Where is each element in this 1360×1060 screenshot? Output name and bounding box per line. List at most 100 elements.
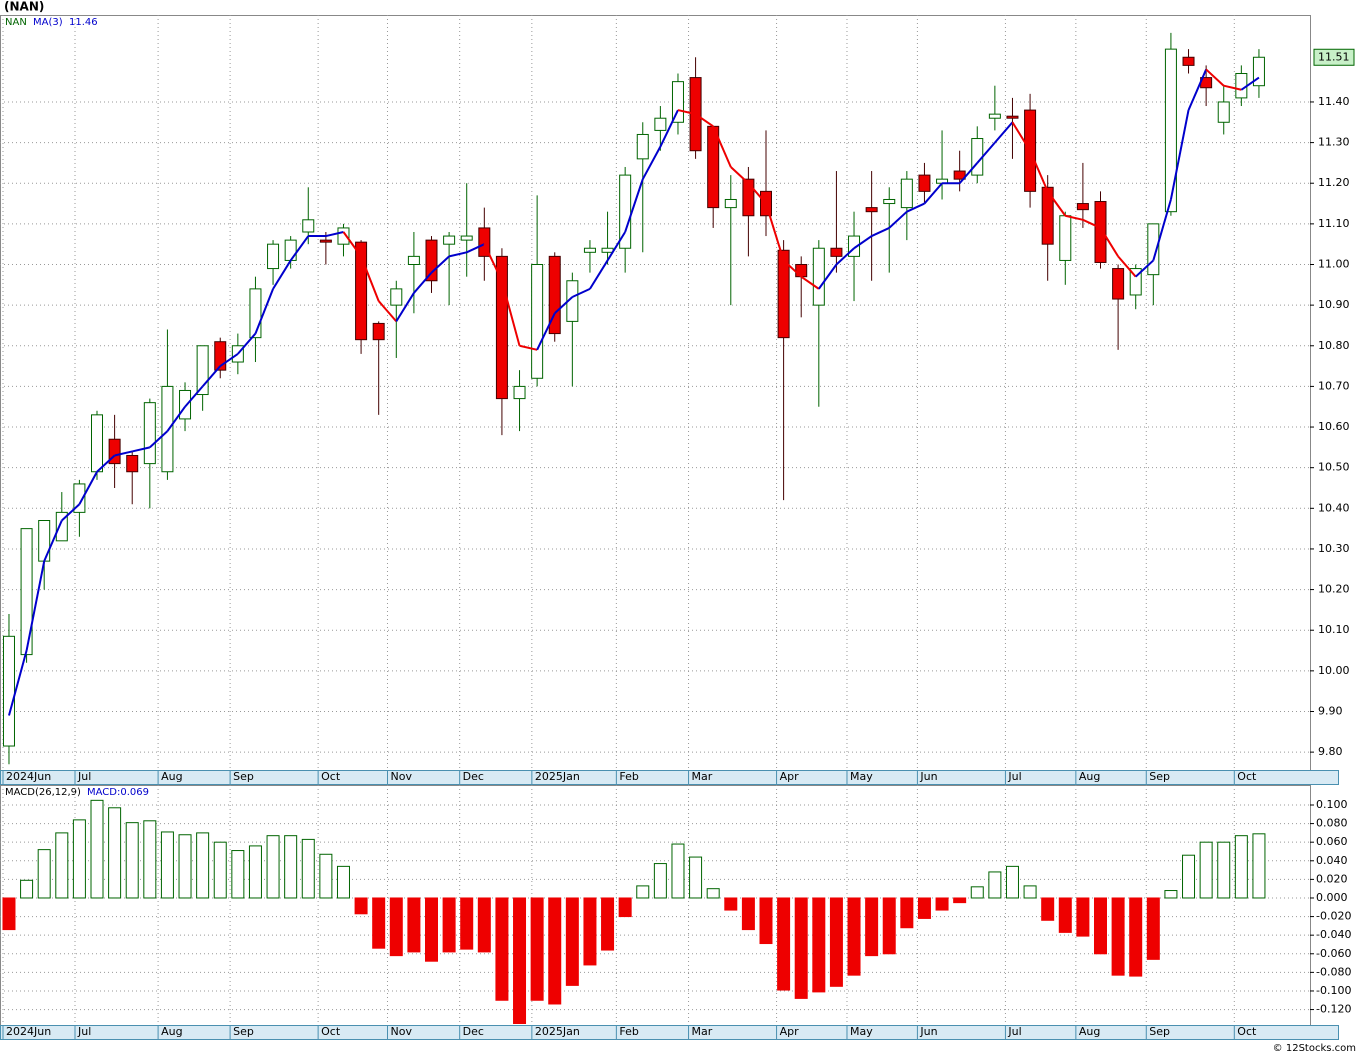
candle-body xyxy=(865,207,878,213)
ma-segment xyxy=(659,109,679,148)
ma-segment xyxy=(413,271,433,294)
candle-body xyxy=(848,235,861,257)
legend-ma-value: 11.46 xyxy=(69,17,98,28)
y-tick-label: 9.90 xyxy=(1318,704,1343,717)
bar xyxy=(970,886,984,899)
ma-segment xyxy=(500,280,521,347)
candle-body xyxy=(1129,268,1142,296)
ma-segment xyxy=(835,247,855,266)
x-tick-label: Aug xyxy=(1079,770,1100,783)
y-tick-label: 10.50 xyxy=(1318,461,1350,474)
x-tick-label: Nov xyxy=(390,770,412,783)
bar xyxy=(372,897,386,949)
y-tick-label: 10.80 xyxy=(1318,339,1350,352)
ma-segment xyxy=(536,312,556,351)
ma-segment xyxy=(1205,68,1225,87)
y-tick-label: 0.060 xyxy=(1316,835,1348,848)
ma-segment xyxy=(800,275,820,290)
candle-body xyxy=(460,235,473,241)
ma-segment xyxy=(765,203,785,261)
x-tick-label: Jun xyxy=(919,770,937,783)
candle-body xyxy=(249,288,262,339)
candle-body xyxy=(161,385,174,473)
y-tick-label: 0.100 xyxy=(1316,798,1348,811)
ma-segment xyxy=(289,235,310,262)
candle-body xyxy=(795,263,808,278)
y-tick-label: 11.20 xyxy=(1318,176,1350,189)
bar xyxy=(741,897,755,931)
candle-body xyxy=(1217,101,1230,123)
candle-body xyxy=(883,198,896,205)
ma-segment xyxy=(782,259,802,278)
ma-segment xyxy=(25,560,46,651)
candle-body xyxy=(2,635,15,747)
candle-body xyxy=(319,239,332,243)
x-tick-label: Sep xyxy=(233,1025,254,1038)
bar xyxy=(1005,865,1019,899)
ma-segment xyxy=(43,520,63,562)
bar xyxy=(847,897,861,976)
candle-body xyxy=(1182,56,1195,66)
x-tick-label: Oct xyxy=(321,770,341,783)
candle-body xyxy=(583,247,596,253)
ma-segment xyxy=(1046,190,1067,217)
x-tick-label: 2024Jun xyxy=(6,770,51,783)
ma-segment xyxy=(1082,218,1101,229)
candle-body xyxy=(372,322,385,341)
macd-value: MACD:0.069 xyxy=(87,787,149,798)
ma-segment xyxy=(1169,109,1190,200)
ma-segment xyxy=(61,503,81,522)
bar xyxy=(125,822,139,899)
bar xyxy=(583,897,597,966)
ma-segment xyxy=(695,113,714,128)
ma-segment xyxy=(8,650,28,716)
x-tick-label: Sep xyxy=(1149,770,1170,783)
bar xyxy=(777,897,791,991)
y-tick-label: 10.90 xyxy=(1318,298,1350,311)
y-tick-label: 10.30 xyxy=(1318,542,1350,555)
candle-body xyxy=(1041,186,1054,245)
bar xyxy=(178,834,192,899)
bar xyxy=(336,865,350,899)
bar xyxy=(55,832,69,899)
ma-segment xyxy=(360,256,380,302)
bar xyxy=(917,897,931,919)
bar xyxy=(706,888,720,899)
y-tick-label: 0.080 xyxy=(1316,817,1348,830)
bar xyxy=(108,807,122,899)
x-tick-label: May xyxy=(850,1025,873,1038)
x-tick-label: Feb xyxy=(619,1025,638,1038)
candle-body xyxy=(390,288,403,306)
bar xyxy=(1129,897,1143,977)
bar xyxy=(1041,897,1055,921)
ma-segment xyxy=(131,446,151,453)
ma-segment xyxy=(237,332,257,355)
bar xyxy=(530,897,544,1001)
y-tick-label: 10.20 xyxy=(1318,583,1350,596)
ma-segment xyxy=(906,202,925,213)
bar xyxy=(143,820,157,899)
y-tick-label: -0.080 xyxy=(1316,965,1351,978)
y-tick-label: 0.000 xyxy=(1316,891,1348,904)
candle-body xyxy=(1094,201,1107,263)
y-tick-label: 10.00 xyxy=(1318,664,1350,677)
macd-title: MACD(26,12,9) xyxy=(5,787,81,798)
candle-body xyxy=(179,389,192,420)
ma-segment xyxy=(78,471,98,505)
bar xyxy=(266,835,280,899)
bar xyxy=(442,897,456,953)
bar xyxy=(196,832,210,899)
y-tick-label: -0.020 xyxy=(1316,910,1351,923)
x-tick-label: Dec xyxy=(463,1025,484,1038)
ma-segment xyxy=(1152,199,1172,261)
ma-segment xyxy=(184,385,204,408)
candle-body xyxy=(425,239,438,282)
y-tick-label: 11.10 xyxy=(1318,217,1350,230)
candle-body xyxy=(1059,215,1072,261)
ma-segment xyxy=(114,450,133,457)
y-tick-label: -0.060 xyxy=(1316,947,1351,960)
candle-body xyxy=(355,241,368,341)
y-tick-label: -0.100 xyxy=(1316,984,1351,997)
bar xyxy=(882,897,896,955)
bar xyxy=(495,897,509,1001)
